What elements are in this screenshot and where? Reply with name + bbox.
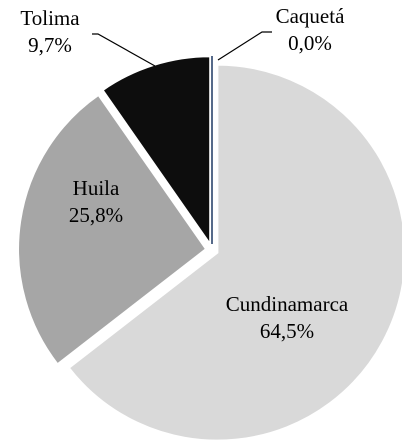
data-labels: Cundinamarca 64,5% Huila 25,8% Tolima 9,7% Caq… <box>20 4 348 343</box>
leader-line <box>92 33 156 67</box>
leader-line <box>217 31 272 61</box>
slice-value-label: 64,5% <box>260 319 314 343</box>
pie <box>17 55 402 442</box>
slice-category: Caquetá <box>276 4 345 28</box>
slice-category: Tolima <box>20 6 80 30</box>
slice-value-label: 9,7% <box>28 33 72 57</box>
slice-value-label: 25,8% <box>69 203 123 227</box>
slice-category: Cundinamarca <box>226 292 349 316</box>
slice-category: Huila <box>73 176 120 200</box>
pie-slice <box>67 63 402 442</box>
slice-value-label: 0,0% <box>288 31 332 55</box>
pie-slice <box>17 93 208 366</box>
